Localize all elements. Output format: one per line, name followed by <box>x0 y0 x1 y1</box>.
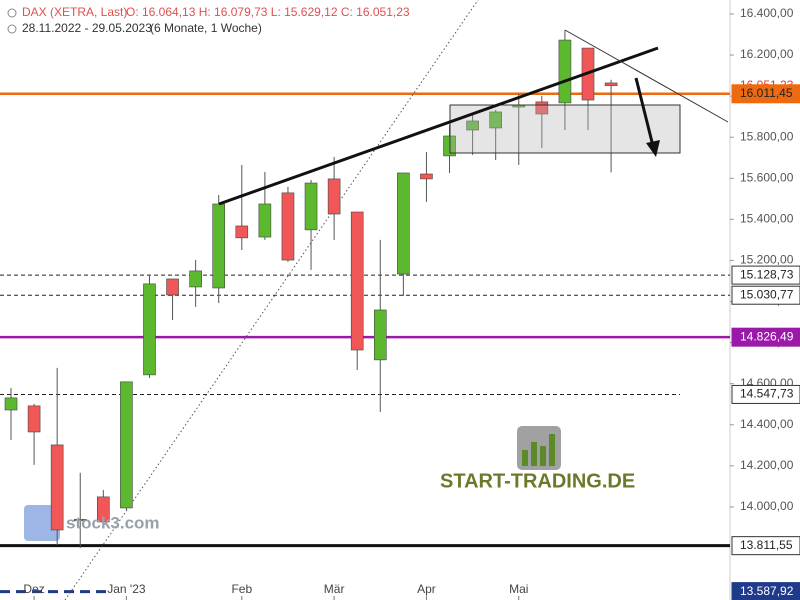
candle-body <box>558 39 572 104</box>
candle-body <box>27 405 41 433</box>
logo-bar <box>540 446 546 466</box>
candle-body <box>212 203 226 289</box>
dotted-trendline <box>64 0 479 600</box>
quote: O: 16.064,13 H: 16.079,73 L: 15.629,12 C… <box>126 5 410 19</box>
logo-bar <box>522 450 528 466</box>
candle-body <box>420 173 433 180</box>
range-box <box>449 104 681 154</box>
level-label-box <box>731 384 800 404</box>
level-label: 15.030,77 <box>740 287 794 301</box>
y-tick-label: 14.000,00 <box>740 499 794 513</box>
x-tick-label: Mai <box>509 582 528 596</box>
level-label: 15.128,73 <box>740 267 794 281</box>
subtitle: 28.11.2022 - 29.05.2023 <box>22 21 152 35</box>
y-tick-label: 15.800,00 <box>740 129 794 143</box>
level-label-box <box>731 327 800 347</box>
candle-body <box>397 172 410 275</box>
x-tick-label: Jan '23 <box>107 582 146 596</box>
candle-body <box>143 283 156 376</box>
y-tick-label: 14.200,00 <box>740 458 794 472</box>
watermark: START-TRADING.DE <box>440 470 635 492</box>
level-label-box <box>731 582 800 600</box>
x-tick-label: Mär <box>324 582 345 596</box>
level-label-box <box>731 285 800 305</box>
level-label: 16.011,45 <box>740 86 793 100</box>
level-label-box <box>731 536 800 556</box>
candle-body <box>166 278 179 296</box>
candle-body <box>189 270 202 288</box>
level-label: 13.587,92 <box>740 584 794 598</box>
icon <box>7 8 17 18</box>
level-label: 13.811,55 <box>740 538 793 552</box>
down-trendline <box>564 29 729 123</box>
candle-body <box>120 381 133 509</box>
candle-body <box>350 211 364 351</box>
y-axis: 14.000,0014.200,0014.400,0014.600,0014.8… <box>730 6 800 600</box>
period: (6 Monate, 1 Woche) <box>150 21 262 35</box>
candle-body <box>4 397 18 411</box>
arrow <box>634 77 655 147</box>
y-tick-label: 16.400,00 <box>740 6 794 20</box>
candle-body <box>327 178 341 215</box>
candle-body <box>50 444 64 531</box>
x-tick-label: Apr <box>417 582 436 596</box>
candle-body <box>97 496 110 523</box>
candle-body <box>73 518 87 522</box>
candle-body <box>281 192 295 261</box>
candle-body <box>258 203 272 238</box>
trendline <box>218 46 659 206</box>
arrow-head <box>646 140 660 157</box>
candle-body <box>373 309 387 361</box>
y-tick-label: 15.600,00 <box>740 170 794 184</box>
candle-body <box>304 182 318 231</box>
level-label: 14.826,49 <box>740 329 794 343</box>
y-tick-label: 16.200,00 <box>740 47 794 61</box>
x-tick-label: Feb <box>231 582 252 596</box>
watermark: stock3.com <box>66 513 160 532</box>
candle-body <box>489 111 502 129</box>
icon <box>7 24 17 34</box>
logo-bar <box>549 434 555 466</box>
y-tick-label: 14.400,00 <box>740 417 794 431</box>
level-label-box <box>731 84 800 104</box>
y-tick-label: 15.400,00 <box>740 212 794 226</box>
candle-body <box>604 82 618 86</box>
y-tick-label: 15.200,00 <box>740 253 794 267</box>
logo-bar <box>531 442 537 466</box>
chart-title: DAX (XETRA, Last) <box>22 5 127 19</box>
x-tick-label: Dez <box>23 582 44 596</box>
level-label: 14.547,73 <box>740 387 794 401</box>
level-label-box <box>731 265 800 285</box>
candle-body <box>235 225 249 239</box>
candle-body <box>466 120 479 131</box>
